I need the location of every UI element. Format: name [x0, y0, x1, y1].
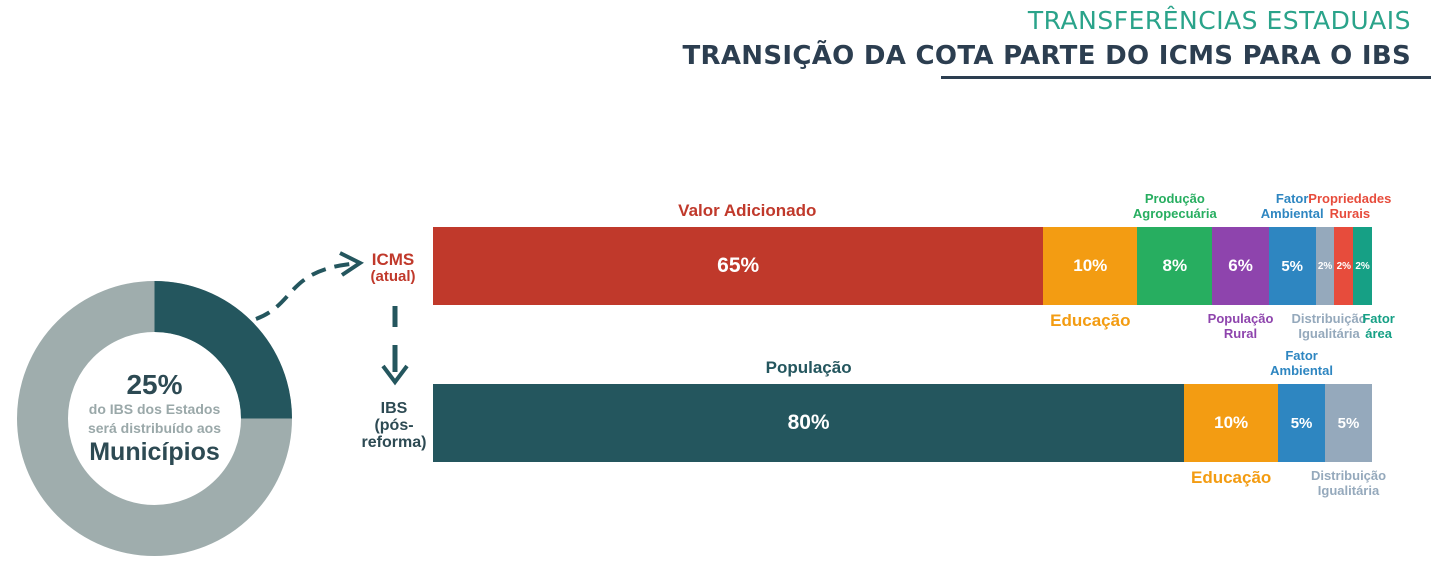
icms-category-label-educacao: Educação: [1030, 311, 1150, 331]
ibs-category-label-distribuicao-igualitaria: Distribuição Igualitária: [1289, 468, 1409, 498]
icms-category-label-populacao-rural: População Rural: [1181, 311, 1301, 341]
ibs-category-label-line: Fator: [1285, 348, 1318, 363]
icms-category-label-line: Propriedades: [1308, 191, 1392, 206]
curved-dashed-arrow: [255, 262, 351, 321]
icms-category-label-valor-adicionado: Valor Adicionado: [678, 201, 817, 221]
icms-segment-fator-ambiental: 5%: [1268, 227, 1316, 305]
ibs-category-label-line: Distribuição: [1310, 468, 1387, 483]
icms-category-label-line: Rurais: [1329, 206, 1371, 221]
icms-category-label-line: Produção: [1144, 191, 1205, 206]
ibs-category-label-line: População: [765, 358, 852, 377]
supertitle: TRANSFERÊNCIAS ESTADUAIS: [1027, 6, 1411, 35]
icms-segment-educacao: 10%: [1043, 227, 1138, 305]
icms-category-label-fator-area: Fator área: [1319, 311, 1431, 341]
icms-category-label-line: Valor Adicionado: [678, 201, 817, 220]
ibs-category-label-line: Ambiental: [1270, 363, 1333, 378]
icms-segment-propriedades-rurais: 2%: [1334, 227, 1354, 305]
icms-segment-populacao-rural: 6%: [1212, 227, 1269, 305]
ibs-label-line-1: IBS: [380, 400, 408, 417]
icms-category-label-line: Igualitária: [1298, 326, 1360, 341]
icms-category-label-line: Fator: [1362, 311, 1395, 326]
ibs-stacked-bar: 80% 10% 5% 5%: [433, 384, 1372, 462]
icms-segment-value-producao-agropecuaria: 8%: [1162, 256, 1188, 275]
page-title: TRANSIÇÃO DA COTA PARTE DO ICMS PARA O I…: [682, 41, 1411, 71]
ibs-category-label-fator-ambiental: Fator Ambiental: [1242, 348, 1362, 378]
down-arrow-head: [381, 364, 409, 386]
donut-percent: 25%: [126, 368, 183, 400]
icms-category-label-line: Distribuição: [1291, 311, 1367, 326]
ibs-segment-educacao: 10%: [1184, 384, 1279, 462]
icms-category-label-distribuicao-igualitaria: Distribuição Igualitária: [1269, 311, 1389, 341]
ibs-segment-populacao: 80%: [433, 384, 1185, 462]
icms-category-label-line: Ambiental: [1260, 206, 1324, 221]
icms-category-label-line: População: [1207, 311, 1274, 326]
ibs-segment-value-distribuicao-igualitaria: 5%: [1337, 414, 1360, 432]
ibs-category-label-line: Igualitária: [1317, 483, 1380, 498]
ibs-label-line-3: reforma): [361, 434, 427, 451]
icms-stacked-bar: 65% 10% 8% 6% 5% 2% 2% 2%: [433, 227, 1372, 305]
icms-category-label-propriedades-rurais: Propriedades Rurais: [1290, 191, 1410, 221]
icms-category-label-line: Fator: [1275, 191, 1309, 206]
icms-segment-producao-agropecuaria: 8%: [1137, 227, 1213, 305]
icms-segment-distribuicao-igualitaria: 2%: [1315, 227, 1335, 305]
ibs-category-label-populacao: População: [749, 358, 869, 378]
icms-segment-fator-area: 2%: [1353, 227, 1372, 305]
header: TRANSFERÊNCIAS ESTADUAIS TRANSIÇÃO DA CO…: [682, 6, 1411, 71]
curved-arrow-head: [339, 251, 364, 277]
icms-category-label-line: Rural: [1223, 326, 1258, 341]
donut-emphasis: Municípios: [89, 437, 220, 466]
icms-segment-value-fator-ambiental: 5%: [1281, 257, 1304, 275]
ibs-segment-value-educacao: 10%: [1214, 413, 1249, 432]
icms-category-label-producao-agropecuaria: Produção Agropecuária: [1115, 191, 1235, 221]
donut-line-1: do IBS dos Estados: [88, 400, 221, 417]
ibs-label-line-2: (pós-: [374, 417, 414, 434]
icms-segment-value-fator-area: 2%: [1355, 260, 1370, 272]
donut-chart: [17, 281, 292, 556]
icms-segment-value-educacao: 10%: [1073, 256, 1108, 275]
icms-category-label-line: Agropecuária: [1132, 206, 1217, 221]
ibs-segment-value-populacao: 80%: [787, 411, 830, 434]
icms-category-label-line: área: [1365, 326, 1392, 341]
ibs-category-label-educacao: Educação: [1171, 468, 1291, 488]
icms-segment-valor-adicionado: 65%: [433, 227, 1044, 305]
icms-label: ICMS (atual): [358, 251, 428, 285]
donut-highlight: [153, 281, 292, 420]
icms-segment-value-propriedades-rurais: 2%: [1336, 260, 1352, 272]
ibs-label: IBS (pós- reforma): [356, 400, 432, 451]
icms-label-line-2: (atual): [370, 268, 416, 285]
ibs-category-label-line: Educação: [1190, 468, 1272, 487]
donut-line-2: será distribuído aos: [87, 419, 222, 436]
icms-segment-value-valor-adicionado: 65%: [717, 254, 760, 277]
title-underline: [941, 76, 1431, 79]
ibs-segment-fator-ambiental: 5%: [1278, 384, 1326, 462]
icms-category-label-line: Educação: [1050, 311, 1131, 330]
icms-label-line-1: ICMS: [371, 250, 415, 269]
donut-text: 25% do IBS dos Estados será distribuído …: [16, 280, 293, 557]
icms-category-label-fator-ambiental: Fator Ambiental: [1232, 191, 1352, 221]
ibs-segment-value-fator-ambiental: 5%: [1290, 414, 1313, 432]
icms-segment-value-distribuicao-igualitaria: 2%: [1317, 260, 1333, 272]
icms-segment-value-populacao-rural: 6%: [1228, 256, 1253, 275]
ibs-segment-distribuicao-igualitaria: 5%: [1325, 384, 1372, 462]
